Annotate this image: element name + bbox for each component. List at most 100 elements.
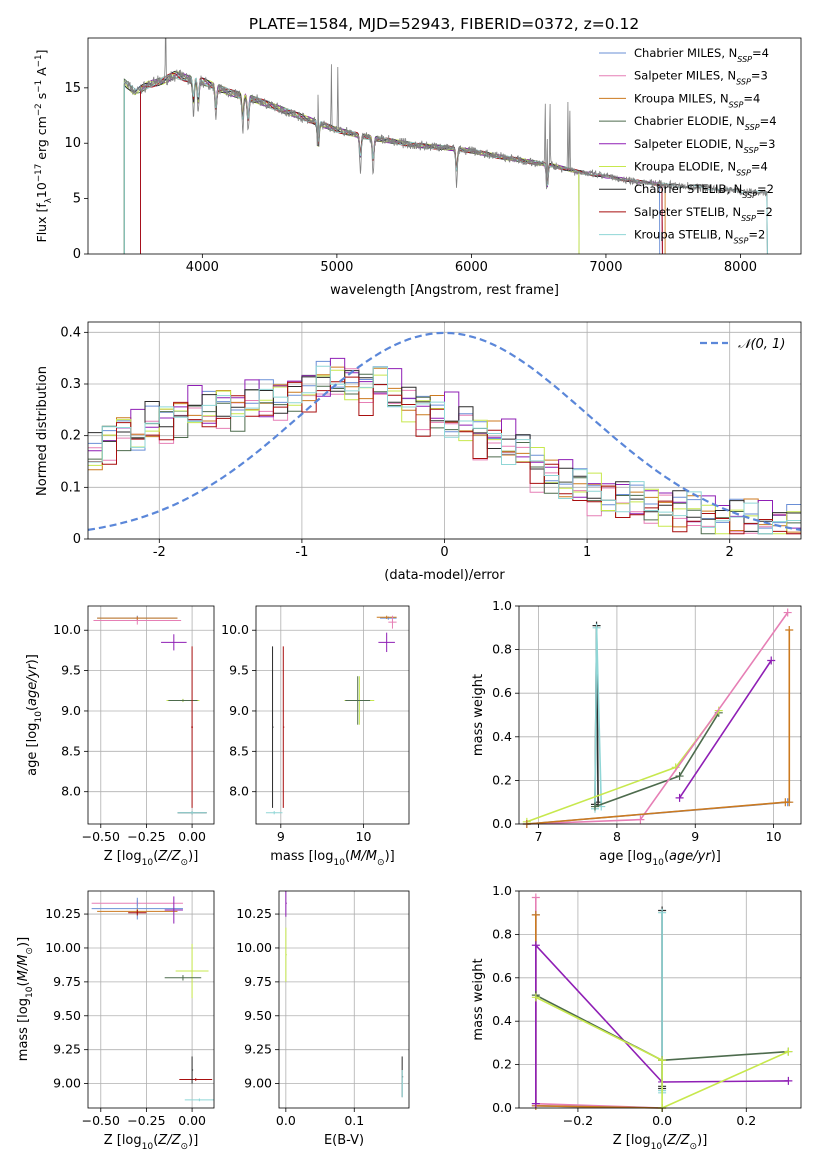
x-tick-label: −0.50 <box>82 1113 120 1128</box>
line-plot-area <box>531 893 793 1112</box>
y-tick-label: 9.5 <box>61 663 81 678</box>
y-tick-label: 0.8 <box>492 642 512 657</box>
mass-weight-point-marker <box>785 625 794 634</box>
x-tick-label: -2 <box>153 545 166 560</box>
mass-weight-point-marker <box>767 656 776 665</box>
y-tick-label: 9.50 <box>244 1008 272 1023</box>
spectrum-plot-area <box>123 38 768 254</box>
y-tick-label: 0.3 <box>60 377 81 392</box>
x-axis-label: age [log10(age/yr)] <box>599 849 721 868</box>
y-tick-label: 1.0 <box>492 598 512 613</box>
y-axis-label: mass weight <box>471 958 486 1040</box>
y-tick-label: 10 <box>64 136 81 151</box>
y-tick-label: 0.2 <box>492 772 512 787</box>
y-tick-label: 0.2 <box>60 429 81 444</box>
mass-weight-point-marker <box>590 802 599 811</box>
mass-weight-point-marker <box>531 1099 540 1108</box>
legend-entry: Kroupa STELIB, NSSP=2 <box>634 228 765 246</box>
x-tick-label: 10 <box>356 829 372 844</box>
x-tick-label: 0.0 <box>276 1113 296 1128</box>
x-axis-label: Z [log10(Z/Z⊙)] <box>613 1133 708 1152</box>
y-tick-label: 0.6 <box>492 970 512 985</box>
mass-weight-point-marker <box>658 908 667 917</box>
spectrum-legend: Chabrier MILES, NSSP=4 Salpeter MILES, NS… <box>599 46 777 245</box>
y-tick-label: 0.2 <box>492 1057 512 1072</box>
y-axis-label: Normed distribution <box>35 366 50 496</box>
normal-distribution-curve <box>88 331 801 531</box>
age-vs-mass-panel: 9 10 8.0 8.5 9.0 9.5 10.0 mass [log10(M/M⊙)] <box>221 605 410 868</box>
y-tick-label: 0.0 <box>492 1100 512 1115</box>
y-tick-label: 10.00 <box>236 940 272 955</box>
legend-entry: Chabrier STELIB, NSSP=2 <box>634 182 774 200</box>
y-tick-label: 10.25 <box>45 906 81 921</box>
line-plot-area <box>522 608 794 828</box>
residual-histogram-panel: -2 -1 0 1 2 0 0.1 0.2 0.3 0.4 (data-model)/error No… <box>35 321 802 583</box>
legend-entry: Kroupa MILES, NSSP=4 <box>634 91 760 109</box>
x-tick-label: 2 <box>726 545 734 560</box>
axes-frame <box>87 37 802 255</box>
y-tick-label: 8.5 <box>61 743 81 758</box>
x-tick-label: 5000 <box>320 260 353 275</box>
axes-frame <box>518 605 802 825</box>
mass-weight-point-marker <box>785 798 794 807</box>
legend-entry: Chabrier MILES, NSSP=4 <box>634 46 769 64</box>
y-axis-label: mass weight <box>471 674 486 756</box>
scatter-plot-area <box>93 615 207 815</box>
y-tick-label: 0 <box>73 532 81 547</box>
legend-entry: Salpeter ELODIE, NSSP=3 <box>634 137 775 155</box>
mass-weight-point-marker <box>531 910 540 919</box>
x-tick-label: 6000 <box>455 260 488 275</box>
y-tick-label: 0.0 <box>492 816 512 831</box>
x-axis-label: Z [log10(Z/Z⊙)] <box>104 1133 199 1152</box>
x-tick-label: 0.2 <box>736 1113 756 1128</box>
y-tick-label: 8.0 <box>61 784 81 799</box>
y-tick-label: 9.0 <box>229 703 249 718</box>
y-tick-label: 9.0 <box>61 703 81 718</box>
histogram-plot-area <box>88 331 801 535</box>
mass-weight-point-marker <box>675 793 684 802</box>
y-tick-label: 0.4 <box>492 729 512 744</box>
residual-histogram-series <box>88 365 801 535</box>
y-tick-label: 10.0 <box>53 622 81 637</box>
scatter-plot-area <box>91 896 214 1102</box>
mass-weight-point-marker <box>636 815 645 824</box>
y-tick-label: 9.25 <box>53 1042 81 1057</box>
gridlines <box>256 606 409 824</box>
legend-entry: Kroupa ELODIE, NSSP=4 <box>634 160 768 178</box>
y-tick-label: 0.6 <box>492 685 512 700</box>
mass-weight-point-marker <box>531 941 540 950</box>
y-axis-label: mass [log10(M/M⊙)] <box>16 937 35 1061</box>
legend-entry: Salpeter MILES, NSSP=3 <box>634 69 768 87</box>
x-tick-label: 9 <box>277 829 285 844</box>
axes-frame <box>255 605 410 825</box>
mass-weight-vs-metallicity-panel: −0.2 0.0 0.2 0.0 0.2 0.4 0.6 0.8 1.0 Z [log10(Z/Z… <box>471 883 802 1152</box>
x-axis-label: (data-model)/error <box>384 568 505 583</box>
scatter-plot-area <box>265 615 397 815</box>
mass-weight-point-marker <box>784 1076 793 1085</box>
mass-weight-point-marker <box>531 993 540 1002</box>
x-axis-label: E(B-V) <box>324 1133 364 1148</box>
x-tick-label: 0.00 <box>178 1113 206 1128</box>
mass-weight-point-marker <box>675 772 684 781</box>
legend-entry: Salpeter STELIB, NSSP=2 <box>634 205 773 223</box>
scatter-plot-area <box>285 891 404 1098</box>
x-tick-label: -1 <box>295 545 308 560</box>
mass-weight-series-line <box>535 996 789 1110</box>
x-tick-label: 8000 <box>724 260 757 275</box>
mass-weight-vs-age-panel: 7 8 9 10 0.0 0.2 0.4 0.6 0.8 1.0 age [log10(age/yr… <box>471 598 802 868</box>
axes-frame <box>278 890 410 1109</box>
x-axis-label: Z [log10(Z/Z⊙)] <box>104 849 199 868</box>
gridlines <box>279 891 409 1108</box>
age-vs-metallicity-panel: −0.50 −0.25 0.00 8.0 8.5 9.0 9.5 10.0 Z [log10(Z… <box>25 605 215 868</box>
x-tick-label: −0.2 <box>563 1113 593 1128</box>
x-tick-label: 9 <box>691 829 699 844</box>
y-tick-label: 15 <box>64 81 81 96</box>
x-axis-label: wavelength [Angstrom, rest frame] <box>330 283 559 298</box>
y-tick-label: 0.4 <box>492 1013 512 1028</box>
mass-weight-point-marker <box>658 1056 667 1065</box>
y-tick-label: 9.00 <box>244 1076 272 1091</box>
y-tick-label: 9.5 <box>229 663 249 678</box>
y-tick-label: 10.0 <box>221 622 249 637</box>
mass-weight-point-marker <box>592 623 601 632</box>
